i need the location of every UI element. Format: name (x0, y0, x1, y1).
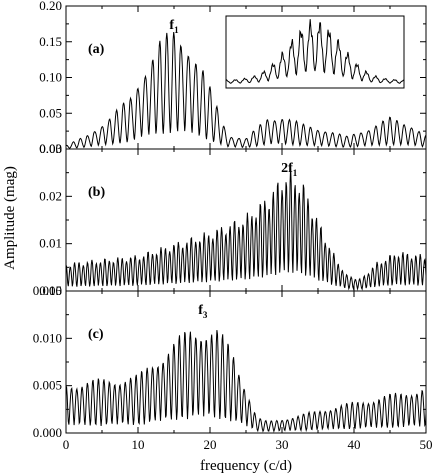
x-axis-label: frequency (c/d) (200, 458, 292, 474)
panel-label: (a) (88, 42, 105, 57)
amplitude-series (65, 31, 427, 149)
y-tick-label: 0.05 (39, 105, 62, 120)
amplitude-series (65, 330, 427, 433)
y-tick-label: 0.000 (33, 425, 62, 440)
peak-label: f1 (169, 18, 179, 35)
y-tick-label: 0.03 (39, 141, 62, 156)
panel-label: (b) (88, 185, 105, 200)
y-tick-label: 0.01 (39, 236, 62, 251)
y-tick-label: 0.10 (39, 70, 62, 85)
y-tick-label: 0.02 (39, 188, 62, 203)
peak-label-subscript: 1 (174, 25, 179, 35)
y-tick-label: 0.015 (33, 283, 62, 298)
y-tick-label: 0.00 (39, 141, 62, 156)
x-tick-label: 10 (132, 437, 145, 452)
y-tick-label: 0.010 (33, 330, 62, 345)
y-tick-label: 0.005 (33, 378, 62, 393)
panel-2: 0.00 0.01 0.02 0.03 (b) 2f1 (39, 141, 427, 298)
inset-frame (225, 15, 405, 89)
inset-series (225, 19, 405, 84)
y-tick-label: 0.00 (39, 283, 62, 298)
peak-label-subscript: 1 (293, 168, 298, 178)
peak-label: f3 (198, 303, 208, 320)
peak-label-subscript: 3 (203, 310, 208, 320)
panel-1: 0.00 0.05 0.10 0.15 0.20 (a) f1 (39, 0, 427, 156)
y-tick-label: 0.20 (39, 0, 62, 13)
y-tick-label: 0.15 (39, 34, 62, 49)
x-tick-label: 40 (348, 437, 361, 452)
x-tick-label: 50 (420, 437, 433, 452)
x-tick-label: 0 (63, 437, 70, 452)
x-tick-label: 20 (204, 437, 217, 452)
inset-plot (225, 15, 405, 89)
panels: 0.000.050.100.150.20(a)f10.000.010.020.0… (33, 0, 433, 452)
y-axis-label: Amplitude (mag) (2, 166, 18, 270)
x-tick-label: 30 (276, 437, 289, 452)
amplitude-series (65, 166, 427, 291)
peak-label: 2f1 (281, 161, 298, 178)
panel-3: 0.000 0.005 0.010 0.015 (c) f3 0 10 20 30 40 50 (33, 283, 433, 452)
panel-label: (c) (88, 327, 104, 342)
